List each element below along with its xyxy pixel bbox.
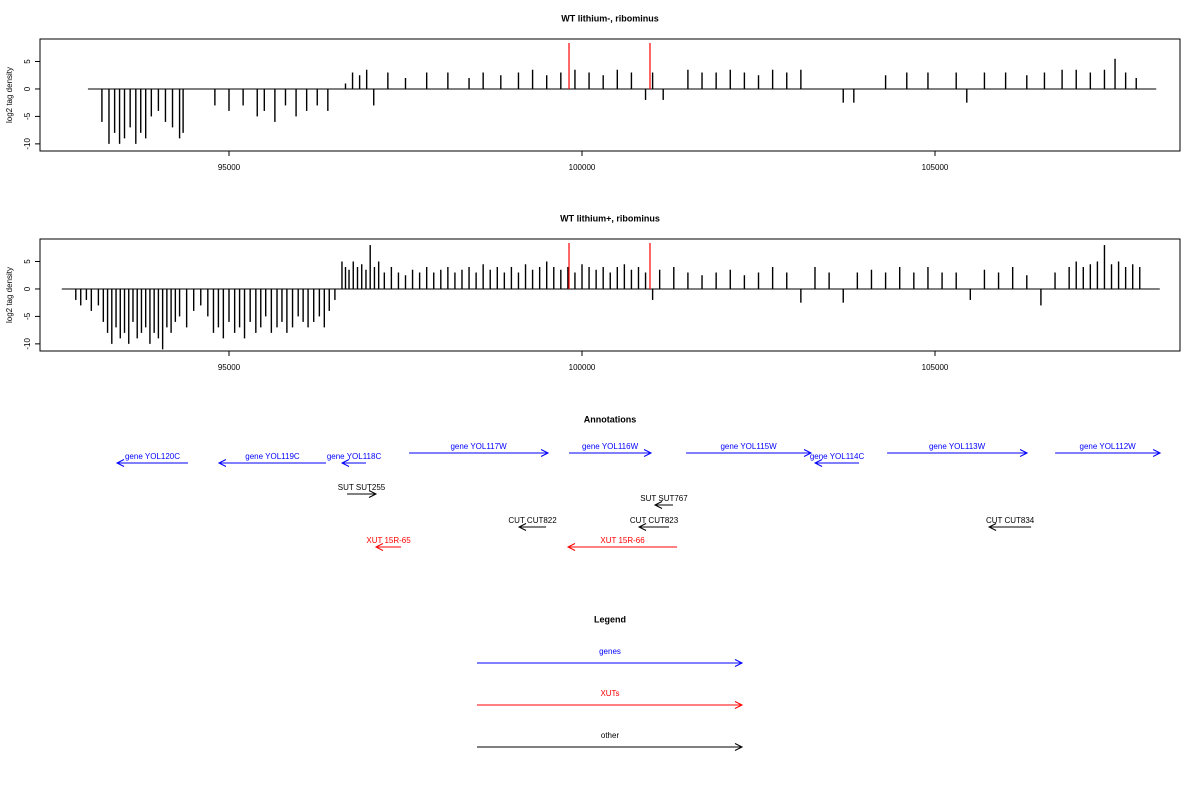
feature-arrow: [637, 523, 670, 531]
feature-label: XUT 15R-65: [366, 536, 411, 545]
legend-arrow: [477, 659, 744, 667]
feature-label: SUT SUT255: [338, 483, 386, 492]
x-tick-label: 100000: [569, 163, 596, 172]
feature-arrow: [374, 543, 402, 551]
y-tick-label: -10: [23, 138, 32, 150]
feature-arrow: [566, 543, 678, 551]
y-tick-label: -10: [23, 338, 32, 350]
feature-label: gene YOL118C: [327, 452, 382, 461]
feature-arrow: [1055, 449, 1162, 457]
feature-label: gene YOL116W: [582, 442, 639, 451]
legend-label: genes: [599, 647, 621, 656]
y-tick-label: 0: [23, 286, 32, 291]
feature-arrow: [340, 459, 367, 467]
panel-title: WT lithium+, ribominus: [560, 213, 660, 223]
feature-arrow: [887, 449, 1029, 457]
legend-arrow: [477, 743, 744, 751]
feature-arrow: [569, 449, 653, 457]
legend-label: XUTs: [600, 689, 619, 698]
feature-arrow: [217, 459, 327, 467]
y-axis-label: log2 tag density: [5, 267, 14, 323]
feature-label: CUT CUT834: [986, 516, 1035, 525]
x-tick-label: 100000: [569, 363, 596, 372]
feature-arrow: [517, 523, 547, 531]
y-tick-label: -5: [23, 112, 32, 120]
annotations-title: Annotations: [584, 414, 637, 424]
feature-label: SUT SUT767: [640, 494, 688, 503]
feature-arrow: [115, 459, 188, 467]
y-tick-label: 0: [23, 86, 32, 91]
y-axis-label: log2 tag density: [5, 67, 14, 123]
y-tick-label: -5: [23, 312, 32, 320]
feature-label: CUT CUT823: [630, 516, 679, 525]
feature-arrow: [653, 501, 674, 509]
x-tick-label: 105000: [922, 163, 949, 172]
feature-arrow: [686, 449, 813, 457]
feature-label: gene YOL113W: [929, 442, 986, 451]
feature-label: gene YOL120C: [125, 452, 180, 461]
y-tick-label: 5: [23, 59, 32, 64]
feature-arrow: [813, 459, 860, 467]
feature-label: gene YOL114C: [810, 452, 865, 461]
feature-arrow: [409, 449, 550, 457]
feature-label: gene YOL112W: [1080, 442, 1137, 451]
x-tick-label: 105000: [922, 363, 949, 372]
x-tick-label: 95000: [218, 363, 241, 372]
x-tick-label: 95000: [218, 163, 241, 172]
legend-title: Legend: [594, 614, 626, 624]
legend-label: other: [601, 731, 620, 740]
y-tick-label: 5: [23, 259, 32, 264]
feature-arrow: [347, 490, 378, 498]
plot-box: [39, 238, 1181, 352]
feature-label: XUT 15R-66: [600, 536, 645, 545]
plot-box: [39, 38, 1181, 152]
feature-label: gene YOL119C: [245, 452, 300, 461]
feature-arrow: [987, 523, 1032, 531]
feature-label: gene YOL115W: [720, 442, 777, 451]
panel-title: WT lithium-, ribominus: [561, 13, 659, 23]
feature-label: gene YOL117W: [450, 442, 507, 451]
feature-label: CUT CUT822: [508, 516, 557, 525]
legend-arrow: [477, 701, 744, 709]
